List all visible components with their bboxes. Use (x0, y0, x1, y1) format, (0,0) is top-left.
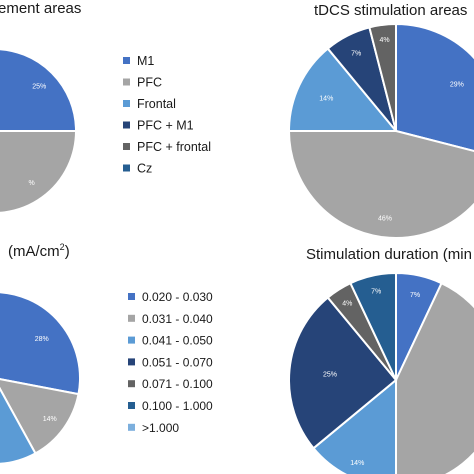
legend-label: 0.051 - 0.070 (142, 355, 213, 369)
pie-slice-label: 29% (450, 81, 464, 88)
pie-slice (0, 386, 37, 465)
legend-swatch (123, 100, 130, 107)
pie-slice-label: 7% (351, 50, 361, 57)
pie-slice-label: 28% (35, 336, 49, 343)
legend-swatch (123, 121, 130, 129)
chart2-title: tDCS stimulation areas (314, 2, 467, 19)
pie-slice-label: 14% (43, 416, 57, 423)
pie-slice (0, 48, 78, 132)
pie-chart-4: 7% 14% 25% 4% 7% (288, 271, 474, 474)
pie-chart-1: 25%% (0, 48, 78, 214)
pie-slice (0, 291, 81, 396)
pie-slice-label: 4% (342, 301, 352, 308)
pie-slice-label: 46% (378, 216, 392, 223)
chart1-title: ement areas (0, 0, 81, 17)
pie-slice-label: 4% (379, 37, 389, 44)
legend-areas: M1 PFC Frontal PFC + M1 PFC + frontal Cz (123, 54, 211, 176)
legend-swatch (123, 143, 130, 150)
legend-label: PFC + M1 (137, 119, 194, 133)
legend-swatch (128, 402, 135, 409)
pie-slice (395, 22, 474, 153)
legend-swatch (123, 78, 130, 86)
legend-label: PFC + frontal (137, 140, 211, 154)
pie-slice-label: 7% (371, 289, 381, 296)
pie-slice-label: % (28, 180, 34, 187)
legend-swatch (128, 380, 135, 388)
pie-slice (312, 377, 397, 474)
chart4-title: Stimulation duration (min (306, 246, 472, 263)
legend-swatch (123, 164, 130, 172)
pie-slice-label: 7% (410, 292, 420, 299)
pie-slice (395, 281, 474, 474)
pie-slice (287, 130, 474, 239)
legend-label: 0.031 - 0.040 (142, 312, 213, 326)
chart3-title-sup: 2 (60, 242, 65, 252)
pie-layer: 25%% 29% 46% 14% 7% 4% 28% 14% 7% 14% 25% 4% 7% (0, 22, 474, 474)
legend-swatch (128, 423, 135, 431)
pie-slice (349, 271, 397, 381)
legend-swatch (128, 358, 135, 366)
legend-density: 0.020 - 0.030 0.031 - 0.040 0.041 - 0.050 0… (128, 290, 213, 435)
legend-swatch (128, 293, 135, 300)
legend-swatch (123, 57, 130, 64)
pie-slice (0, 130, 78, 214)
legend-label: 0.020 - 0.030 (142, 290, 213, 304)
pie-chart-2: 29% 46% 14% 7% 4% (287, 22, 474, 239)
legend-label: PFC (137, 76, 162, 90)
legend-swatch (128, 314, 135, 322)
chart3-title: (mA/cm2) (8, 242, 70, 260)
legend-label: Frontal (137, 97, 176, 111)
pie-slice-label: 25% (323, 371, 337, 378)
pie-slice (287, 47, 399, 132)
legend-label: Cz (137, 162, 152, 176)
pie-slice (368, 22, 397, 132)
pie-chart-3: 28% 14% (0, 291, 81, 465)
chart3-title-prefix: (mA/cm (8, 243, 60, 260)
legend-swatch (128, 336, 135, 344)
pie-slice (0, 378, 80, 455)
legend-label: >1.000 (142, 421, 179, 435)
pie-slice (288, 296, 398, 450)
pie-slice-label: 25% (32, 83, 46, 90)
chart3-title-suffix: ) (65, 243, 70, 260)
legend-label: M1 (137, 54, 154, 68)
pie-slice-label: 14% (319, 96, 333, 103)
legend-label: 0.041 - 0.050 (142, 334, 213, 348)
pie-slice-label: 14% (350, 460, 364, 467)
legend-label: 0.100 - 1.000 (142, 399, 213, 413)
legend-label: 0.071 - 0.100 (142, 377, 213, 391)
